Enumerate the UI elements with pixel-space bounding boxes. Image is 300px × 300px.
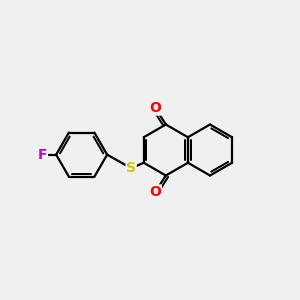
Text: S: S [126, 161, 136, 175]
Text: F: F [38, 148, 47, 162]
Text: O: O [149, 185, 161, 199]
Text: O: O [149, 101, 161, 115]
